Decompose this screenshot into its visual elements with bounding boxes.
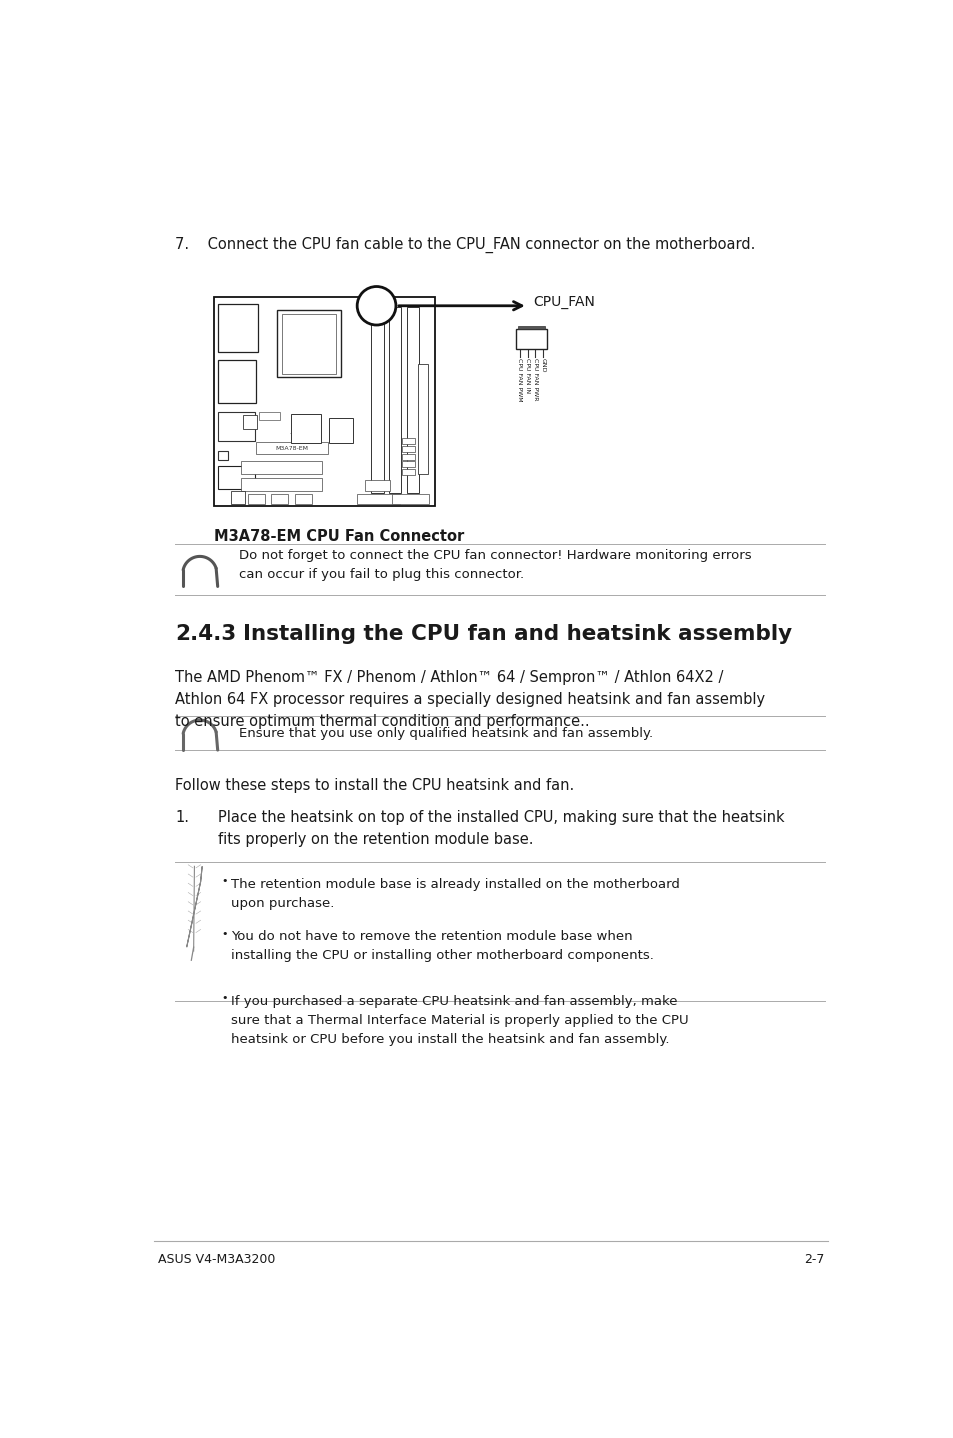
Bar	[258, 413, 280, 420]
Bar	[217, 361, 256, 403]
Bar	[517, 326, 545, 329]
Text: 7.    Connect the CPU fan cable to the CPU_FAN connector on the motherboard.: 7. Connect the CPU fan cable to the CPU_…	[174, 236, 755, 253]
Text: 2.4.3: 2.4.3	[174, 624, 236, 644]
Text: The retention module base is already installed on the motherboard
upon purchase.: The retention module base is already ins…	[231, 877, 679, 910]
Text: •: •	[221, 876, 228, 886]
Bar	[402, 439, 415, 444]
Bar	[356, 493, 399, 505]
Bar	[241, 462, 322, 473]
Bar	[516, 329, 546, 349]
Bar	[328, 418, 353, 443]
Text: The AMD Phenom™ FX / Phenom / Athlon™ 64 / Sempron™ / Athlon 64X2 /
Athlon 64 FX: The AMD Phenom™ FX / Phenom / Athlon™ 64…	[174, 670, 764, 729]
Bar	[282, 315, 335, 374]
Text: Installing the CPU fan and heatsink assembly: Installing the CPU fan and heatsink asse…	[243, 624, 792, 644]
Text: CPU FAN PWM: CPU FAN PWM	[517, 358, 522, 401]
Bar	[402, 469, 415, 475]
Bar	[243, 416, 257, 429]
Bar	[218, 450, 228, 460]
Bar	[402, 462, 415, 467]
Bar	[217, 466, 254, 489]
Bar	[402, 446, 415, 452]
Text: Do not forget to connect the CPU fan connector! Hardware monitoring errors
can o: Do not forget to connect the CPU fan con…	[238, 549, 750, 581]
Text: Ensure that you use only qualified heatsink and fan assembly.: Ensure that you use only qualified heats…	[238, 726, 652, 739]
Bar	[417, 364, 428, 473]
Bar	[402, 453, 415, 460]
Bar	[370, 303, 382, 311]
Bar	[213, 296, 435, 506]
Bar	[371, 306, 383, 493]
Bar	[277, 309, 340, 377]
Bar	[291, 414, 320, 443]
Text: CPU FAN IN: CPU FAN IN	[524, 358, 530, 393]
Text: •: •	[221, 994, 228, 1004]
Polygon shape	[187, 866, 202, 948]
Text: GND: GND	[540, 358, 545, 372]
Text: •: •	[221, 929, 228, 939]
Text: CPU FAN PWR: CPU FAN PWR	[533, 358, 537, 401]
Bar	[389, 306, 401, 493]
Bar	[248, 493, 265, 505]
Text: You do not have to remove the retention module base when
installing the CPU or i: You do not have to remove the retention …	[231, 930, 653, 962]
Text: M3A78-EM: M3A78-EM	[275, 446, 308, 450]
Text: If you purchased a separate CPU heatsink and fan assembly, make
sure that a Ther: If you purchased a separate CPU heatsink…	[231, 995, 688, 1045]
Text: 2-7: 2-7	[803, 1252, 823, 1265]
Text: CPU_FAN: CPU_FAN	[533, 295, 595, 309]
Circle shape	[356, 286, 395, 325]
Bar	[217, 413, 254, 441]
Text: Place the heatsink on top of the installed CPU, making sure that the heatsink
fi: Place the heatsink on top of the install…	[217, 810, 783, 847]
Bar	[406, 306, 418, 493]
Text: M3A78-EM CPU Fan Connector: M3A78-EM CPU Fan Connector	[213, 529, 463, 544]
Bar	[294, 493, 312, 505]
Bar	[365, 480, 390, 490]
Bar	[271, 493, 288, 505]
Bar	[256, 441, 328, 454]
Bar	[241, 479, 322, 490]
Bar	[217, 305, 257, 352]
Text: 1.: 1.	[174, 810, 189, 825]
Text: /αsuβ: /αsuβ	[291, 429, 310, 434]
Text: Follow these steps to install the CPU heatsink and fan.: Follow these steps to install the CPU he…	[174, 778, 574, 792]
Text: ASUS V4-M3A3200: ASUS V4-M3A3200	[158, 1252, 275, 1265]
Bar	[392, 493, 429, 505]
Bar	[231, 490, 245, 505]
